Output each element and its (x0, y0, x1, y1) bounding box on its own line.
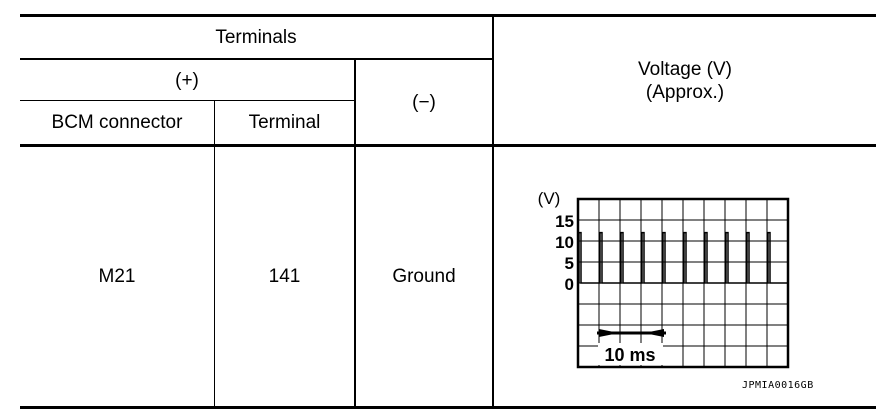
col-divider-3 (492, 16, 494, 406)
time-annotation: 10 ms (604, 345, 655, 365)
y-tick-labels: 15 10 5 0 (555, 212, 574, 294)
plus-divider (20, 100, 354, 101)
col-divider-2 (354, 59, 356, 406)
y-tick-label: 15 (555, 212, 574, 231)
header-terminals: Terminals (215, 27, 297, 48)
voltage-waveform: (V) 15 10 5 0 10 ms (538, 189, 790, 369)
terminals-divider (20, 58, 493, 60)
header-rule (20, 144, 876, 147)
header-terminal: Terminal (248, 112, 321, 133)
cell-terminal: 141 (268, 266, 301, 287)
top-rule (20, 14, 876, 17)
col-divider-1 (214, 100, 215, 406)
voltage-label: Voltage (V) (638, 58, 732, 80)
figure-code: JPMIA0016GB (742, 380, 814, 391)
y-unit-label: (V) (538, 189, 561, 208)
header-voltage: Voltage (V) (Approx.) (494, 17, 876, 144)
y-tick-label: 0 (565, 275, 574, 294)
cell-bcm-connector: M21 (98, 266, 136, 287)
bottom-rule (20, 406, 876, 409)
cell-minus: Ground (392, 266, 456, 287)
y-tick-label: 10 (555, 233, 574, 252)
header-plus: (+) (175, 69, 199, 91)
header-minus: (−) (412, 91, 436, 113)
waveform-trace (578, 231, 788, 284)
y-tick-label: 5 (565, 254, 574, 273)
approx-label: (Approx.) (645, 81, 725, 103)
header-bcm-connector: BCM connector (51, 112, 183, 133)
time-span-arrow (597, 329, 666, 337)
